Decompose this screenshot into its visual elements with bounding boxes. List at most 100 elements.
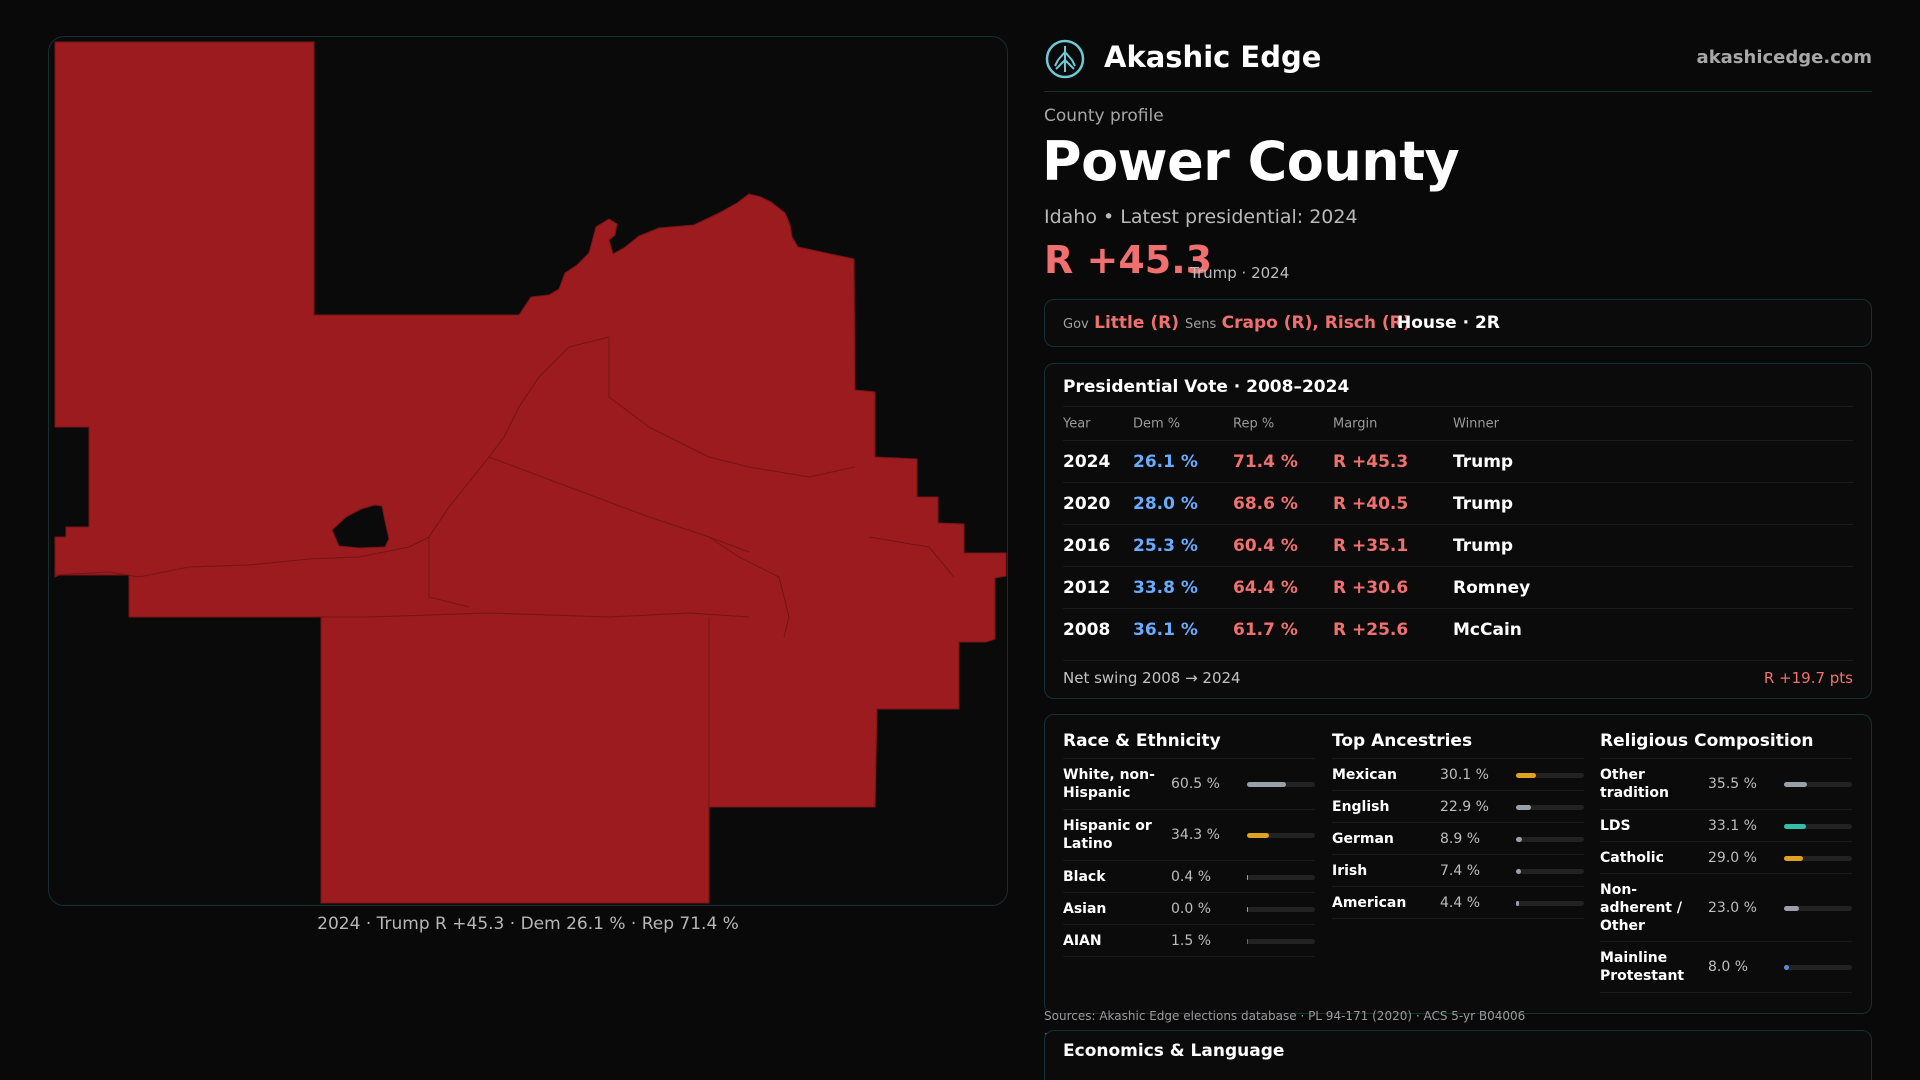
row-dem: 25.3 %	[1133, 535, 1198, 556]
item-pct: 35.5 %	[1708, 776, 1757, 792]
list-item: Other tradition 35.5 %	[1600, 759, 1852, 810]
bar-fill	[1784, 782, 1808, 787]
top-ancestries-section: Top Ancestries Mexican 30.1 % English 22…	[1332, 727, 1584, 919]
bar-track	[1516, 772, 1584, 778]
row-rep: 64.4 %	[1233, 577, 1298, 598]
latest-margin-note: Trump · 2024	[1190, 264, 1290, 282]
bar-fill	[1784, 823, 1806, 829]
net-swing-value: R +19.7 pts	[1763, 669, 1853, 687]
item-name: Catholic	[1600, 849, 1664, 866]
bar-track	[1784, 965, 1852, 970]
item-pct: 23.0 %	[1708, 899, 1757, 916]
item-name: Non-adherent / Other	[1600, 881, 1682, 934]
gov-label: Gov	[1063, 317, 1089, 332]
row-year: 2008	[1063, 619, 1111, 640]
brand-name[interactable]: Akashic Edge	[1104, 40, 1322, 74]
bar-track	[1516, 836, 1584, 842]
item-name: Mainline Protestant	[1600, 950, 1685, 984]
row-dem: 36.1 %	[1133, 619, 1198, 640]
sources-line: Sources: Akashic Edge elections database…	[1044, 1009, 1526, 1023]
item-name: AIAN	[1063, 932, 1102, 949]
item-pct: 33.1 %	[1708, 817, 1757, 834]
item-pct: 34.3 %	[1171, 827, 1220, 843]
bar-fill	[1516, 868, 1521, 874]
list-item: Catholic 29.0 %	[1600, 842, 1852, 874]
bar-fill	[1784, 965, 1790, 970]
row-dem: 26.1 %	[1133, 451, 1198, 472]
ancestry-title: Top Ancestries	[1332, 727, 1584, 759]
race-ethnicity-section: Race & Ethnicity White, non-Hispanic 60.…	[1063, 727, 1315, 957]
row-rep: 68.6 %	[1233, 493, 1298, 514]
item-pct: 7.4 %	[1440, 862, 1481, 879]
list-item: Black 0.4 %	[1063, 861, 1315, 893]
bar-fill	[1247, 782, 1287, 787]
item-name: Black	[1063, 868, 1106, 885]
table-header: Year Dem % Rep % Margin Winner	[1063, 406, 1853, 440]
row-winner: Trump	[1453, 535, 1514, 556]
senators-entry: Sens Crapo (R), Risch (R)	[1185, 313, 1411, 333]
brand-header: Akashic Edge akashicedge.com	[1044, 36, 1872, 92]
bar-fill	[1784, 855, 1803, 861]
list-item: Hispanic or Latino 34.3 %	[1063, 810, 1315, 861]
item-name: English	[1332, 798, 1390, 815]
row-rep: 71.4 %	[1233, 451, 1298, 472]
list-item: AIAN 1.5 %	[1063, 925, 1315, 957]
bar-track	[1247, 833, 1315, 838]
item-name: White, non-Hispanic	[1063, 767, 1155, 801]
officials-bar: Gov Little (R) Sens Crapo (R), Risch (R)…	[1044, 299, 1872, 347]
bar-track	[1247, 782, 1315, 787]
presidential-table: Year Dem % Rep % Margin Winner 2024 26.1…	[1063, 406, 1853, 650]
row-margin: R +30.6	[1333, 577, 1409, 598]
row-margin: R +45.3	[1333, 451, 1409, 472]
item-pct: 8.0 %	[1708, 959, 1749, 975]
row-margin: R +25.6	[1333, 619, 1409, 640]
page-title: Power County	[1042, 130, 1460, 193]
row-margin: R +35.1	[1333, 535, 1409, 556]
sens-value: Crapo (R), Risch (R)	[1221, 313, 1411, 333]
house-entry: House · 2R	[1397, 313, 1500, 333]
bar-fill	[1247, 874, 1248, 880]
list-item: English 22.9 %	[1332, 791, 1584, 823]
bar-fill	[1247, 938, 1248, 944]
brand-url-link[interactable]: akashicedge.com	[1696, 47, 1872, 68]
item-name: Mexican	[1332, 766, 1397, 783]
county-map[interactable]	[49, 37, 1008, 906]
list-item: Irish 7.4 %	[1332, 855, 1584, 887]
akashic-tree-icon[interactable]	[1044, 38, 1086, 80]
bar-fill	[1516, 804, 1531, 810]
bar-fill	[1247, 906, 1248, 912]
table-row: 2016 25.3 % 60.4 % R +35.1 Trump	[1063, 524, 1853, 566]
bar-fill	[1516, 836, 1522, 842]
demographics-card: Race & Ethnicity White, non-Hispanic 60.…	[1044, 714, 1872, 1014]
table-row: 2020 28.0 % 68.6 % R +40.5 Trump	[1063, 482, 1853, 524]
item-pct: 29.0 %	[1708, 849, 1757, 866]
county-map-panel[interactable]	[48, 36, 1008, 906]
row-rep: 61.7 %	[1233, 619, 1298, 640]
header-winner: Winner	[1453, 416, 1500, 431]
list-item: Asian 0.0 %	[1063, 893, 1315, 925]
race-title: Race & Ethnicity	[1063, 727, 1315, 759]
economics-card: Economics & Language	[1044, 1030, 1872, 1080]
row-winner: Trump	[1453, 493, 1514, 514]
bar-track	[1516, 900, 1584, 906]
map-caption: 2024 · Trump R +45.3 · Dem 26.1 % · Rep …	[317, 914, 739, 934]
item-pct: 0.0 %	[1171, 900, 1212, 917]
list-item: Non-adherent / Other 23.0 %	[1600, 874, 1852, 942]
bar-track	[1247, 874, 1315, 880]
bar-track	[1784, 823, 1852, 829]
bar-track	[1784, 905, 1852, 911]
page-subtitle: Idaho • Latest presidential: 2024	[1044, 206, 1358, 228]
list-item: LDS 33.1 %	[1600, 810, 1852, 842]
table-row: 2024 26.1 % 71.4 % R +45.3 Trump	[1063, 440, 1853, 482]
header-margin: Margin	[1333, 416, 1378, 431]
bar-fill	[1247, 833, 1270, 838]
header-rep: Rep %	[1233, 416, 1275, 431]
net-swing-row: Net swing 2008 → 2024 R +19.7 pts	[1063, 660, 1853, 690]
bar-track	[1247, 906, 1315, 912]
bar-fill	[1516, 900, 1519, 906]
gov-value: Little (R)	[1094, 313, 1179, 333]
bar-track	[1784, 782, 1852, 787]
item-name: Irish	[1332, 862, 1368, 879]
list-item: White, non-Hispanic 60.5 %	[1063, 759, 1315, 810]
row-year: 2020	[1063, 493, 1111, 514]
